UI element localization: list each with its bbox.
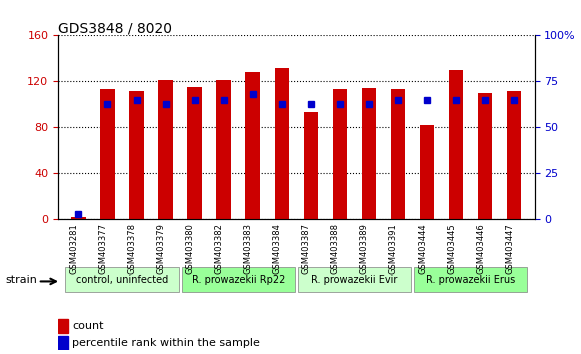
- Text: GSM403378: GSM403378: [128, 223, 137, 274]
- Bar: [58, 319, 67, 333]
- Text: control, uninfected: control, uninfected: [76, 275, 168, 285]
- Text: GDS3848 / 8020: GDS3848 / 8020: [58, 21, 172, 35]
- Text: GSM403444: GSM403444: [418, 223, 427, 274]
- Bar: [58, 336, 67, 350]
- Text: GSM403388: GSM403388: [331, 223, 340, 274]
- Text: GSM403380: GSM403380: [186, 223, 195, 274]
- Text: count: count: [73, 321, 104, 331]
- Bar: [187, 87, 202, 219]
- Bar: [507, 91, 522, 219]
- Text: GSM403383: GSM403383: [244, 223, 253, 274]
- FancyBboxPatch shape: [297, 267, 411, 292]
- Bar: [449, 70, 464, 219]
- FancyBboxPatch shape: [414, 267, 528, 292]
- Text: strain: strain: [6, 275, 38, 285]
- Bar: [100, 90, 115, 219]
- Bar: [217, 80, 231, 219]
- Text: GSM403391: GSM403391: [389, 223, 398, 274]
- Bar: [478, 93, 493, 219]
- Text: GSM403447: GSM403447: [505, 223, 514, 274]
- Text: R. prowazekii Rp22: R. prowazekii Rp22: [192, 275, 285, 285]
- Bar: [275, 68, 289, 219]
- Bar: [245, 72, 260, 219]
- Bar: [420, 125, 435, 219]
- Text: GSM403446: GSM403446: [476, 223, 485, 274]
- Text: R. prowazekii Erus: R. prowazekii Erus: [426, 275, 515, 285]
- Text: R. prowazekii Evir: R. prowazekii Evir: [311, 275, 397, 285]
- Text: GSM403389: GSM403389: [360, 223, 369, 274]
- Text: GSM403445: GSM403445: [447, 223, 456, 274]
- Text: percentile rank within the sample: percentile rank within the sample: [73, 338, 260, 348]
- Bar: [303, 113, 318, 219]
- Text: GSM403281: GSM403281: [70, 223, 78, 274]
- Bar: [332, 90, 347, 219]
- Text: GSM403382: GSM403382: [215, 223, 224, 274]
- Bar: [391, 90, 406, 219]
- Bar: [158, 80, 173, 219]
- Text: GSM403387: GSM403387: [302, 223, 311, 274]
- Bar: [71, 217, 86, 219]
- Bar: [361, 88, 376, 219]
- FancyBboxPatch shape: [181, 267, 295, 292]
- Text: GSM403377: GSM403377: [99, 223, 107, 274]
- Text: GSM403384: GSM403384: [273, 223, 282, 274]
- Text: GSM403379: GSM403379: [157, 223, 166, 274]
- FancyBboxPatch shape: [65, 267, 179, 292]
- Bar: [130, 91, 144, 219]
